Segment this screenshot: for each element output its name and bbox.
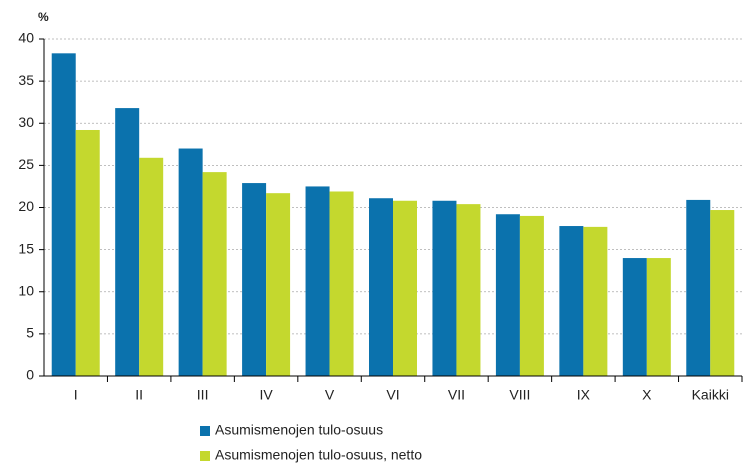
x-tick-label: V [325,387,335,403]
y-tick-label: 5 [26,325,34,341]
bar [242,183,267,376]
bar [559,226,584,376]
bar [51,53,76,376]
x-tick-label: VIII [509,387,530,403]
y-tick-label: 35 [18,72,34,88]
bar [710,210,735,376]
x-tick-label: IX [577,387,591,403]
bar [178,148,203,376]
x-tick-label: VI [386,387,399,403]
legend-label: Asumismenojen tulo-osuus [215,422,383,438]
x-tick-label: VII [448,387,465,403]
bar [583,226,608,376]
y-tick-label: 15 [18,240,34,256]
bar [456,204,481,376]
bar [369,198,393,376]
y-tick-label: 40 [18,30,34,46]
x-tick-label: IV [259,387,273,403]
y-tick-label: 30 [18,114,34,130]
bar [115,108,140,377]
bar [305,186,330,376]
y-tick-label: 10 [18,282,34,298]
legend-label: Asumismenojen tulo-osuus, netto [215,447,422,463]
x-tick-label: Kaikki [692,387,729,403]
y-tick-label: 20 [18,198,34,214]
bar [519,215,544,376]
bar [202,172,227,376]
bar [329,191,354,376]
legend-swatch [200,426,210,436]
bar [75,129,100,376]
bar [139,157,164,376]
x-tick-label: II [135,387,143,403]
bar [686,199,711,376]
bar [622,258,647,376]
bar [266,193,291,376]
bar [393,200,417,376]
x-tick-label: I [74,387,78,403]
bar [432,200,457,376]
y-axis-label: % [38,10,49,24]
y-tick-label: 0 [26,367,34,383]
bar [495,214,520,376]
x-tick-label: X [642,387,652,403]
x-tick-label: III [197,387,209,403]
bar [646,258,671,376]
legend-swatch [200,451,210,461]
y-tick-label: 25 [18,156,34,172]
